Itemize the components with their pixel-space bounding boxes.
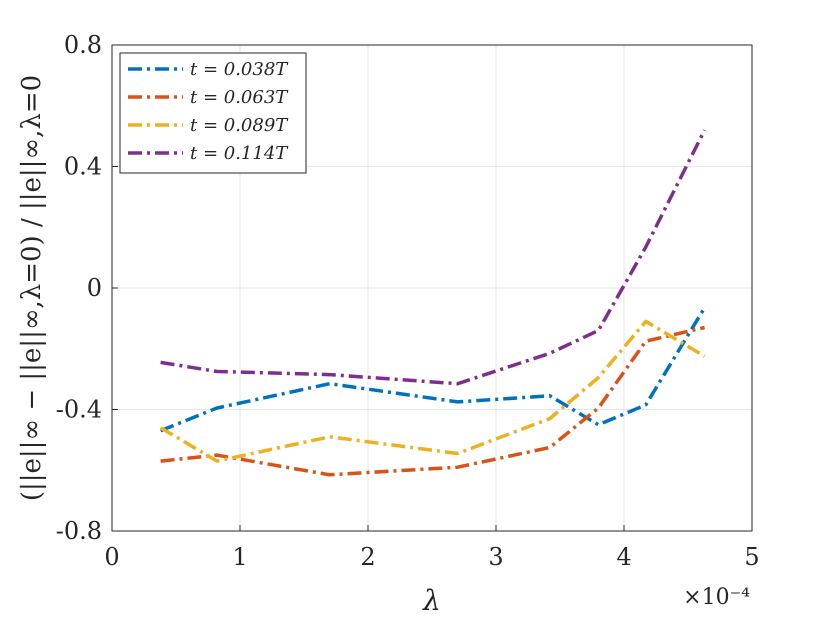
series-lines — [159, 129, 707, 477]
x-tick-label: 3 — [488, 543, 503, 571]
legend-label-4: t = 0.114T — [190, 143, 289, 164]
series-line-4 — [160, 129, 707, 386]
y-tick-label: -0.4 — [56, 396, 102, 424]
x-exponent-label: ×10⁻⁴ — [683, 585, 750, 610]
y-tick-label: -0.8 — [56, 517, 102, 545]
legend-label-1: t = 0.038T — [190, 59, 289, 80]
series-line-1 — [159, 306, 707, 433]
legend: t = 0.038T t = 0.063T t = 0.089T t = 0.114T — [119, 52, 307, 174]
x-tick-label: 1 — [232, 543, 247, 571]
x-axis-label: λ — [422, 584, 441, 617]
legend-label-2: t = 0.063T — [190, 87, 289, 108]
x-tick-label: 0 — [104, 543, 119, 571]
y-tick-label: 0.4 — [64, 153, 102, 181]
y-axis-label: (||e||∞ − ||e||∞,λ=0) / ||e||∞,λ=0 — [17, 75, 47, 501]
x-tick-label: 2 — [360, 543, 375, 571]
y-tick-label: 0 — [87, 274, 102, 302]
y-tick-label: 0.8 — [64, 31, 102, 59]
legend-box — [119, 52, 307, 174]
axis-ticks: 0 1 2 3 4 5 -0.8 -0.4 0 0.4 0.8 — [56, 31, 760, 571]
series-line-3 — [159, 319, 706, 463]
legend-label-3: t = 0.089T — [190, 115, 289, 136]
x-tick-label: 4 — [616, 543, 631, 571]
x-tick-label: 5 — [744, 543, 759, 571]
